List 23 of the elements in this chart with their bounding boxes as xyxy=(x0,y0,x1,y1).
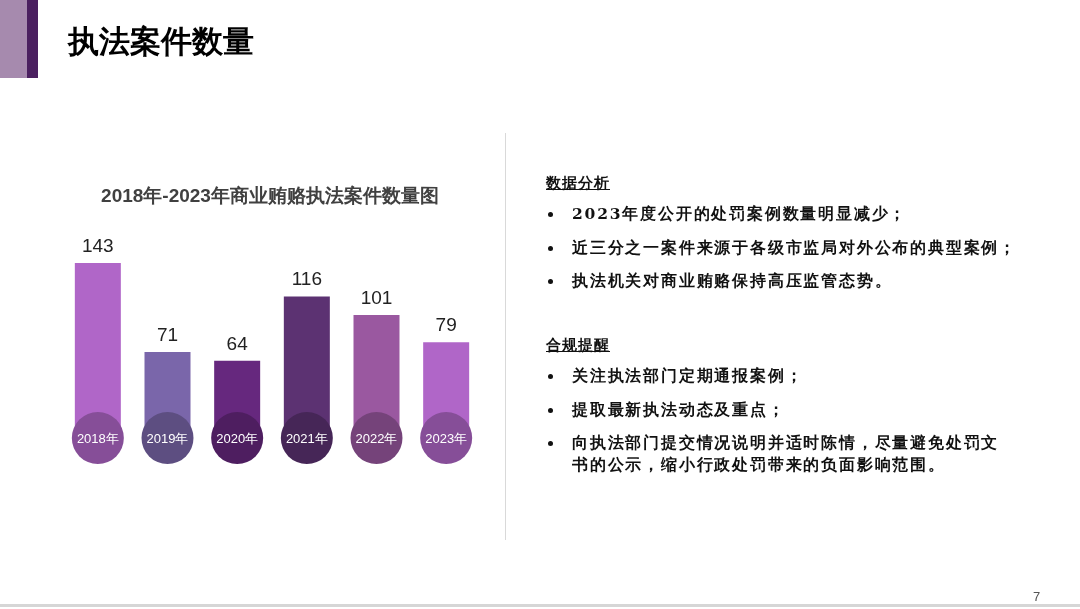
text: 向执法部门提交情况说明并适时陈情，尽量避免处罚文书的公示，缩小行政处罚带来的负面影响范围。 xyxy=(571,432,1001,476)
data-label: 101 xyxy=(360,286,393,308)
text: 合规提醒 xyxy=(546,335,611,355)
x-tick-label: 2020年 xyxy=(216,430,259,446)
text: 执法机关对商业贿赂保持高压监管态势。 xyxy=(571,270,894,292)
data-label: 79 xyxy=(435,314,457,336)
x-tick-label: 2018年 xyxy=(76,430,119,446)
text: 提取最新执法动态及重点； xyxy=(570,398,787,421)
data-label: 116 xyxy=(291,268,322,290)
x-tick-label: 2019年 xyxy=(146,430,189,446)
data-label: 71 xyxy=(156,324,179,346)
text: 执法案件数量 xyxy=(68,24,254,60)
x-tick-label: 2023年 xyxy=(425,430,468,446)
text: 2023年度公开的处罚案例数量明显减少； xyxy=(571,203,909,225)
data-label: 64 xyxy=(226,332,249,354)
text: 数据分析 xyxy=(546,173,611,193)
text: 关注执法部门定期通报案例； xyxy=(571,365,805,387)
chart-title: 2018年-2023年商业贿赂执法案件数量图 xyxy=(101,185,439,206)
x-tick-label: 2022年 xyxy=(355,430,398,446)
text: 近三分之一案件来源于各级市监局对外公布的典型案例； xyxy=(571,236,1018,259)
text: 7 xyxy=(1033,588,1041,606)
x-tick-label: 2021年 xyxy=(285,430,328,446)
data-label: 143 xyxy=(81,235,114,256)
